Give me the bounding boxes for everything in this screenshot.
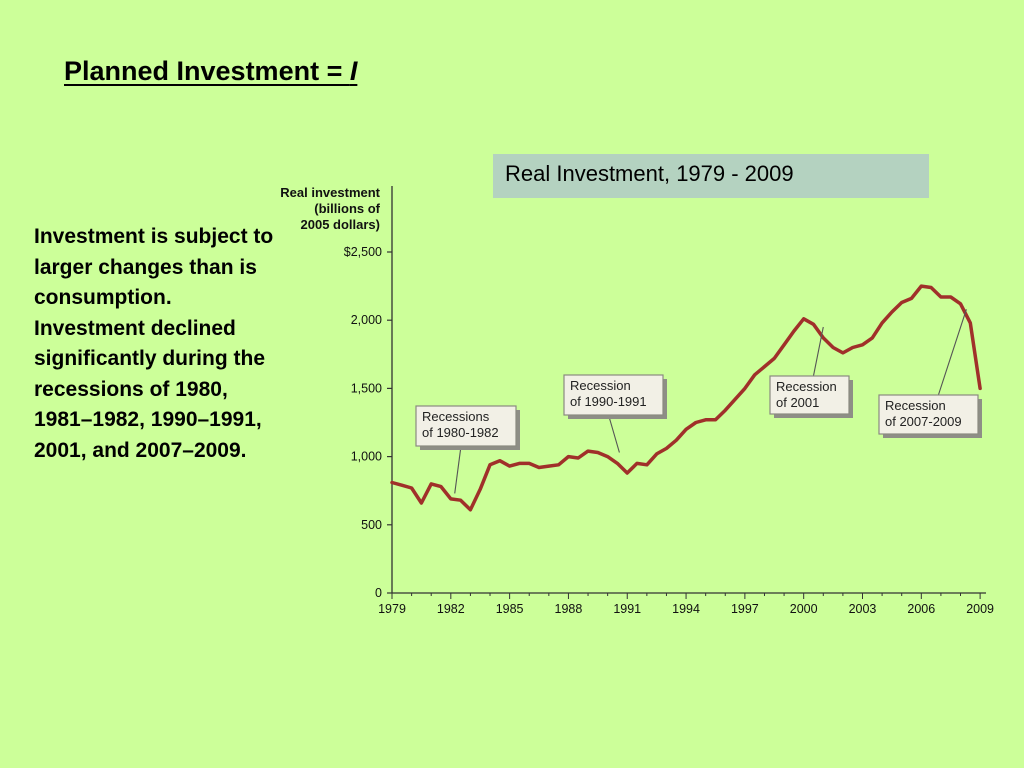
slide-body-text: Investment is subject to larger changes … [34,225,274,462]
callout-label: Recession [776,379,837,394]
callout-label: of 1980-1982 [422,425,499,440]
x-tick-label: 2006 [907,602,935,616]
y-tick-label: $2,500 [344,245,382,259]
callout-label: of 2007-2009 [885,414,962,429]
callout-leader-line [608,414,620,453]
y-tick-label: 1,000 [351,450,382,464]
callout-leader-line [812,326,824,377]
x-tick-label: 1997 [731,602,759,616]
callout-label: Recession [570,378,631,393]
x-tick-label: 1979 [378,602,406,616]
callout-leader-line [454,445,462,494]
x-tick-label: 1991 [613,602,641,616]
callout-box [769,375,850,415]
callout-label: Recessions [422,409,490,424]
x-tick-label: 2009 [966,602,994,616]
chart-box-title: Real Investment, 1979 - 2009 [493,154,929,198]
y-tick-label: 500 [361,518,382,532]
callout-label: of 1990-1991 [570,394,647,409]
ylabel-line: Real investment [280,185,380,200]
slide-title-variable: I [349,56,358,86]
y-tick-label: 2,000 [351,313,382,327]
x-tick-label: 1982 [437,602,465,616]
investment-series-line [390,284,982,512]
slide-title: Planned Investment = I [64,56,357,87]
chart-ylabel: Real investment (billions of 2005 dollar… [280,185,380,233]
callout-label: Recession [885,398,946,413]
x-tick-label: 1985 [496,602,524,616]
callout-box [563,374,664,416]
slide-title-text: Planned Investment = [64,56,350,86]
x-tick-label: 2003 [849,602,877,616]
x-tick-label: 1988 [555,602,583,616]
callout-label: of 2001 [776,395,819,410]
y-tick-label: 1,500 [351,381,382,395]
y-tick-label: 0 [375,586,382,600]
x-tick-label: 2000 [790,602,818,616]
x-tick-label: 1994 [672,602,700,616]
callout-box [878,394,979,435]
ylabel-line: (billions of [314,201,380,216]
callout-box [415,405,517,447]
ylabel-line: 2005 dollars) [300,217,381,232]
callout-leader-line [937,309,967,396]
